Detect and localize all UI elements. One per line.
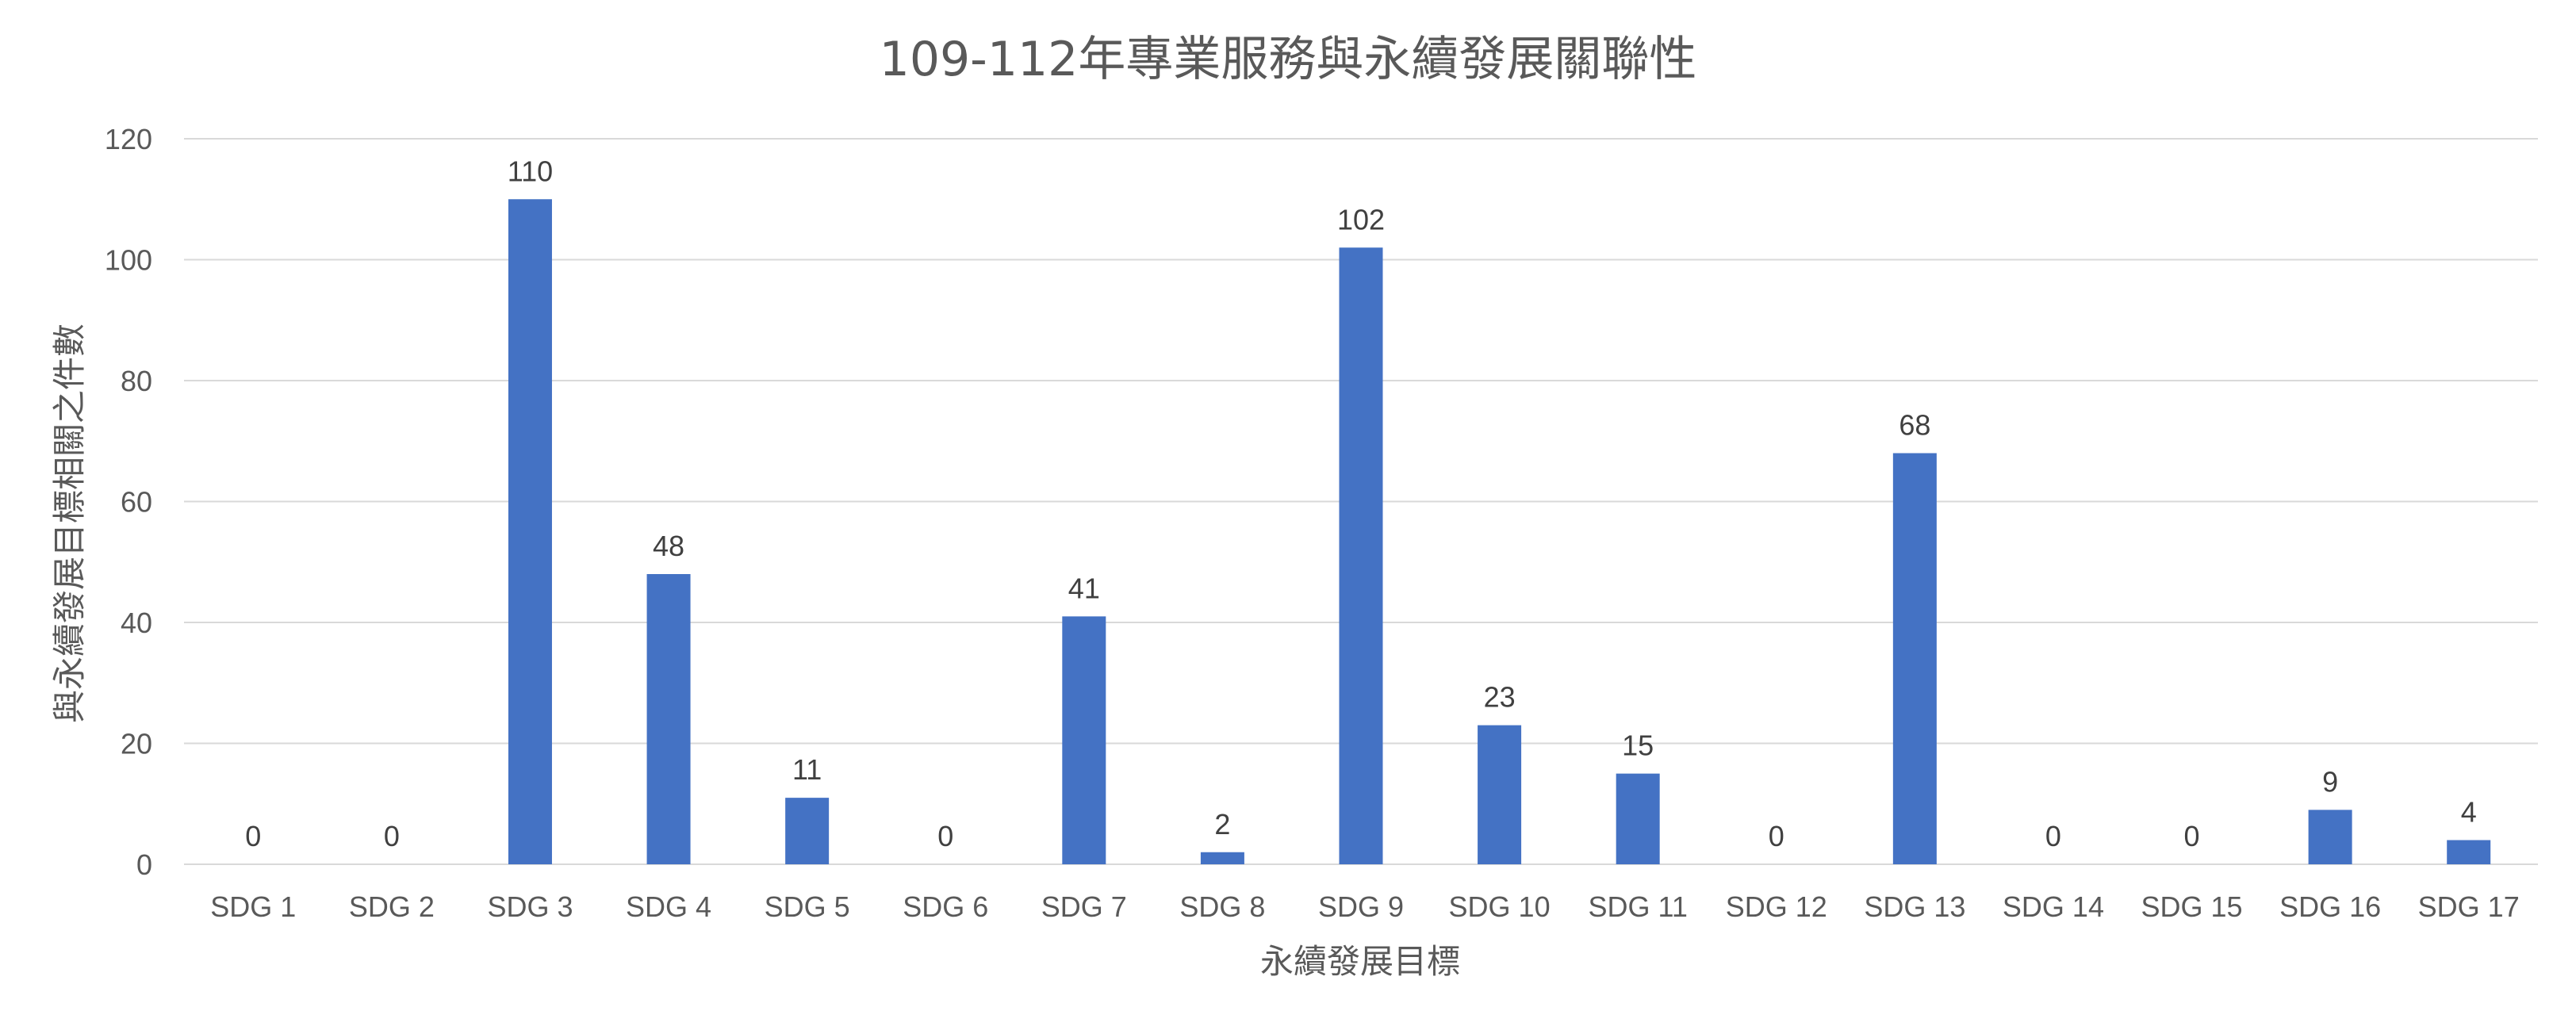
x-tick-label: SDG 13	[1864, 890, 1965, 923]
y-tick-label: 40	[121, 607, 152, 639]
x-tick-label: SDG 11	[1588, 890, 1687, 923]
bar-sdg-3	[508, 199, 552, 864]
bar-sdg-10	[1478, 725, 1522, 864]
y-tick-label: 120	[105, 123, 152, 155]
x-tick-label: SDG 1	[210, 890, 296, 923]
x-tick-label: SDG 12	[1726, 890, 1827, 923]
x-axis-tick-labels: SDG 1 SDG 2 SDG 3 SDG 4 SDG 5 SDG 6 SDG 7 SDG 8…	[210, 890, 2519, 923]
x-axis-title: 永續發展目標	[1260, 942, 1460, 981]
x-tick-label: SDG 17	[2418, 890, 2520, 923]
data-label: 23	[1484, 681, 1516, 714]
data-label: 2	[1214, 808, 1230, 840]
data-label: 9	[2322, 765, 2338, 798]
data-label: 0	[937, 820, 953, 852]
x-tick-label: SDG 5	[765, 890, 850, 923]
data-label: 0	[1769, 820, 1784, 852]
x-tick-label: SDG 7	[1041, 890, 1127, 923]
y-tick-label: 60	[121, 486, 152, 519]
x-tick-label: SDG 4	[626, 890, 711, 923]
data-label: 0	[245, 820, 261, 852]
bar-sdg-13	[1892, 453, 1937, 864]
bar-sdg-11	[1616, 773, 1660, 864]
chart-title: 109-112年專業服務與永續發展關聯性	[880, 32, 1697, 87]
bar-sdg-8	[1200, 852, 1244, 864]
data-label: 0	[384, 820, 400, 852]
x-tick-label: SDG 9	[1318, 890, 1404, 923]
x-tick-label: SDG 16	[2279, 890, 2381, 923]
data-label: 68	[1899, 409, 1930, 442]
x-tick-label: SDG 3	[487, 890, 573, 923]
x-tick-label: SDG 8	[1179, 890, 1265, 923]
x-tick-label: SDG 6	[903, 890, 988, 923]
bars	[508, 199, 2491, 864]
x-tick-label: SDG 15	[2141, 890, 2242, 923]
bar-sdg-16	[2308, 810, 2352, 864]
data-label: 102	[1337, 203, 1385, 235]
data-label: 110	[508, 155, 553, 187]
data-label: 0	[2045, 820, 2061, 852]
data-label: 41	[1068, 572, 1100, 604]
y-tick-label: 20	[121, 728, 152, 760]
x-tick-label: SDG 2	[349, 890, 435, 923]
data-label: 48	[653, 530, 684, 562]
bar-sdg-17	[2447, 840, 2491, 864]
x-tick-label: SDG 14	[2003, 890, 2104, 923]
data-label: 15	[1622, 729, 1654, 762]
data-label: 11	[792, 753, 822, 786]
data-label: 0	[2184, 820, 2200, 852]
bar-sdg-9	[1339, 247, 1383, 864]
y-tick-label: 80	[121, 365, 152, 397]
y-tick-label: 0	[136, 848, 152, 881]
bar-sdg-5	[785, 798, 830, 864]
y-axis-tick-labels: 0 20 40 60 80 100 120	[105, 123, 152, 881]
x-tick-label: SDG 10	[1449, 890, 1551, 923]
y-tick-label: 100	[105, 244, 152, 277]
data-label: 4	[2461, 796, 2477, 829]
y-axis-title: 與永續發展目標相關之件數	[50, 324, 89, 723]
bar-sdg-4	[646, 574, 691, 864]
bar-sdg-7	[1062, 616, 1106, 864]
